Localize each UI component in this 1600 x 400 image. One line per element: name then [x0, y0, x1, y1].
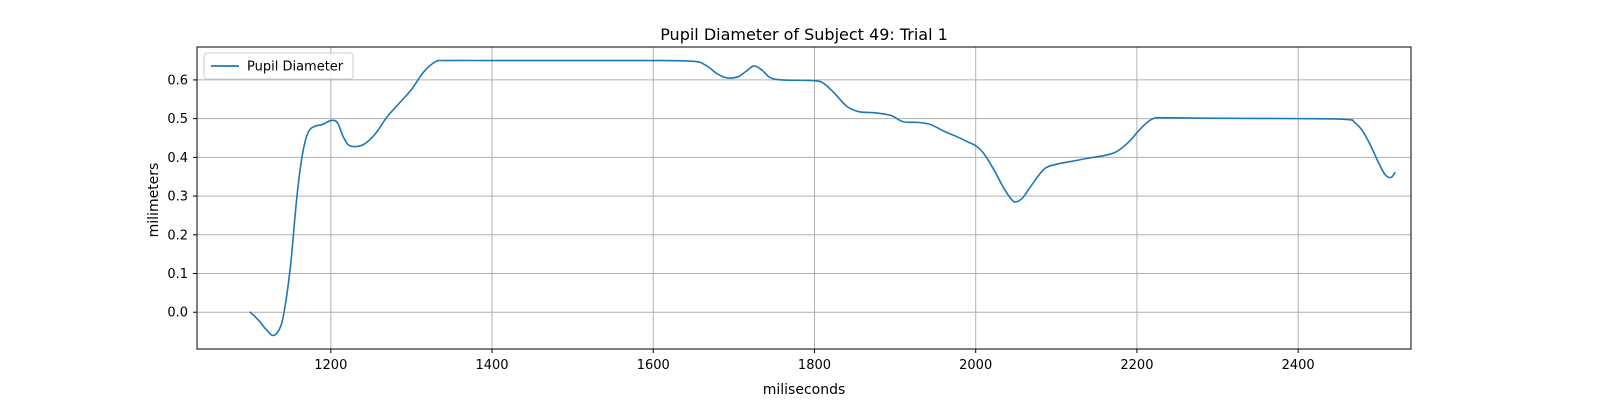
y-tick-label: 0.2: [167, 228, 188, 243]
grid-lines: [197, 47, 1411, 349]
y-tick-label: 0.0: [167, 306, 188, 321]
x-tick-label: 1400: [475, 358, 508, 373]
x-axis-label: miliseconds: [763, 382, 846, 398]
legend-box: [203, 52, 354, 80]
x-tick-label: 1200: [314, 358, 347, 373]
x-tick-label: 2400: [1282, 358, 1315, 373]
legend: Pupil Diameter: [203, 52, 354, 80]
y-tick-label: 0.4: [167, 151, 188, 166]
y-axis-ticks: 0.0 0.1 0.2 0.3 0.4 0.5 0.6: [167, 73, 197, 321]
x-tick-label: 2200: [1120, 358, 1153, 373]
plot-frame: [196, 46, 1412, 350]
x-tick-label: 1600: [637, 358, 670, 373]
y-axis-label: milimeters: [146, 163, 162, 238]
legend-label: Pupil Diameter: [247, 60, 344, 75]
y-tick-label: 0.5: [167, 112, 188, 127]
x-tick-label: 2000: [959, 358, 992, 373]
y-tick-label: 0.1: [167, 267, 188, 282]
series-line-pupil-diameter: [249, 59, 1396, 337]
x-axis-ticks: 1200 1400 1600 1800 2000 2200 2400: [314, 349, 1315, 373]
series-layer: [249, 59, 1396, 337]
x-tick-label: 1800: [798, 358, 831, 373]
y-tick-label: 0.3: [167, 190, 188, 205]
y-tick-label: 0.6: [167, 73, 188, 88]
chart-title: Pupil Diameter of Subject 49: Trial 1: [660, 25, 948, 44]
